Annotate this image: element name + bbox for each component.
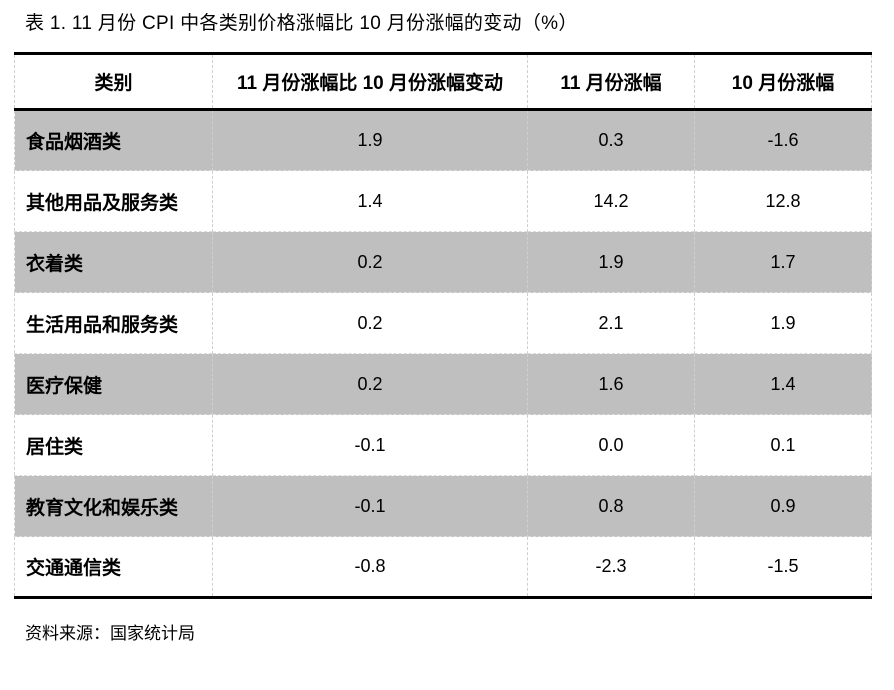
value-cell: 0.3 bbox=[527, 109, 695, 171]
table-row: 其他用品及服务类 1.4 14.2 12.8 bbox=[14, 170, 872, 232]
category-cell: 居住类 bbox=[14, 414, 213, 476]
value-cell: 1.9 bbox=[527, 231, 695, 293]
category-cell: 生活用品和服务类 bbox=[14, 292, 213, 354]
value-cell: 0.0 bbox=[527, 414, 695, 476]
table-body: 食品烟酒类 1.9 0.3 -1.6 其他用品及服务类 1.4 14.2 12.8 衣着类 0.2… bbox=[14, 109, 872, 598]
header-row: 类别 11 月份涨幅比 10 月份涨幅变动 11 月份涨幅 10 月份涨幅 bbox=[14, 53, 872, 111]
value-cell: -0.1 bbox=[212, 414, 528, 476]
value-cell: 0.1 bbox=[694, 414, 872, 476]
table-row: 医疗保健 0.2 1.6 1.4 bbox=[14, 353, 872, 415]
header-cell-change-vs-oct: 11 月份涨幅比 10 月份涨幅变动 bbox=[212, 53, 528, 111]
table-header: 类别 11 月份涨幅比 10 月份涨幅变动 11 月份涨幅 10 月份涨幅 bbox=[14, 53, 872, 111]
category-cell: 医疗保健 bbox=[14, 353, 213, 415]
value-cell: 1.9 bbox=[212, 109, 528, 171]
header-cell-oct-change: 10 月份涨幅 bbox=[694, 53, 872, 111]
category-cell: 其他用品及服务类 bbox=[14, 170, 213, 232]
value-cell: 1.9 bbox=[694, 292, 872, 354]
header-cell-category: 类别 bbox=[14, 53, 213, 111]
header-cell-nov-change: 11 月份涨幅 bbox=[527, 53, 695, 111]
value-cell: 0.2 bbox=[212, 353, 528, 415]
table-row: 食品烟酒类 1.9 0.3 -1.6 bbox=[14, 109, 872, 171]
category-cell: 教育文化和娱乐类 bbox=[14, 475, 213, 537]
category-cell: 衣着类 bbox=[14, 231, 213, 293]
value-cell: 1.4 bbox=[212, 170, 528, 232]
value-cell: 0.9 bbox=[694, 475, 872, 537]
document-page: 表 1. 11 月份 CPI 中各类别价格涨幅比 10 月份涨幅的变动（%） 类… bbox=[0, 12, 894, 644]
source-note: 资料来源：国家统计局 bbox=[25, 624, 195, 643]
value-cell: 1.7 bbox=[694, 231, 872, 293]
table-title: 表 1. 11 月份 CPI 中各类别价格涨幅比 10 月份涨幅的变动（%） bbox=[25, 13, 578, 34]
value-cell: 1.6 bbox=[527, 353, 695, 415]
value-cell: 12.8 bbox=[694, 170, 872, 232]
value-cell: -1.6 bbox=[694, 109, 872, 171]
value-cell: 14.2 bbox=[527, 170, 695, 232]
cpi-table: 类别 11 月份涨幅比 10 月份涨幅变动 11 月份涨幅 10 月份涨幅 食品… bbox=[14, 52, 872, 599]
value-cell: -2.3 bbox=[527, 536, 695, 598]
category-cell: 食品烟酒类 bbox=[14, 109, 213, 171]
value-cell: 1.4 bbox=[694, 353, 872, 415]
table-row: 交通通信类 -0.8 -2.3 -1.5 bbox=[14, 536, 872, 598]
table-row: 教育文化和娱乐类 -0.1 0.8 0.9 bbox=[14, 475, 872, 537]
value-cell: 0.2 bbox=[212, 231, 528, 293]
table-row: 衣着类 0.2 1.9 1.7 bbox=[14, 231, 872, 293]
table-row: 居住类 -0.1 0.0 0.1 bbox=[14, 414, 872, 476]
value-cell: -0.8 bbox=[212, 536, 528, 598]
value-cell: 0.2 bbox=[212, 292, 528, 354]
value-cell: 0.8 bbox=[527, 475, 695, 537]
value-cell: -0.1 bbox=[212, 475, 528, 537]
value-cell: -1.5 bbox=[694, 536, 872, 598]
category-cell: 交通通信类 bbox=[14, 536, 213, 598]
value-cell: 2.1 bbox=[527, 292, 695, 354]
table-row: 生活用品和服务类 0.2 2.1 1.9 bbox=[14, 292, 872, 354]
